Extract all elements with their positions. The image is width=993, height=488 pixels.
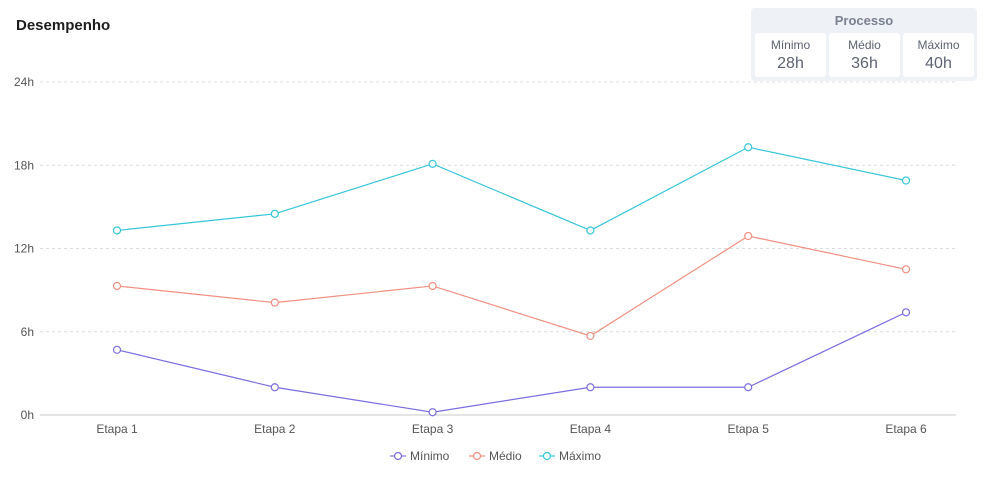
- y-axis-ticks: 0h 6h 12h 18h 24h: [14, 75, 34, 422]
- x-tick-label: Etapa 3: [412, 422, 454, 436]
- y-tick-label: 24h: [14, 75, 34, 89]
- stat-label: Máximo: [917, 38, 960, 52]
- legend-marker: [393, 451, 403, 461]
- legend-label: Mínimo: [410, 449, 450, 463]
- data-point: [901, 308, 911, 317]
- y-tick-label: 18h: [14, 158, 34, 172]
- data-point: [428, 159, 437, 168]
- stat-value: 40h: [925, 55, 952, 72]
- legend-label: Máximo: [559, 449, 601, 463]
- stat-card-minimo: Mínimo 28h: [755, 33, 826, 77]
- x-axis-ticks: Etapa 1 Etapa 2 Etapa 3 Etapa 4 Etapa 5 Etapa…: [96, 422, 927, 436]
- y-tick-label: 0h: [21, 408, 34, 422]
- legend-marker: [472, 451, 482, 461]
- process-title: Processo: [834, 13, 894, 28]
- series-layer: [112, 143, 911, 417]
- data-point: [586, 331, 595, 341]
- data-point: [112, 226, 122, 235]
- data-point: [270, 209, 279, 218]
- data-point: [428, 408, 437, 417]
- series-minimo: [112, 308, 911, 417]
- data-point: [428, 281, 437, 291]
- data-point: [744, 231, 753, 241]
- data-point: [744, 383, 753, 392]
- data-point: [744, 143, 753, 152]
- series-line: [116, 235, 907, 337]
- y-tick-label: 12h: [14, 242, 34, 256]
- x-tick-label: Etapa 4: [570, 422, 612, 436]
- x-tick-label: Etapa 6: [885, 422, 927, 436]
- stat-card-medio: Médio 36h: [829, 33, 900, 77]
- x-tick-label: Etapa 1: [96, 422, 138, 436]
- legend-label: Médio: [489, 449, 522, 463]
- stat-label: Médio: [848, 38, 881, 52]
- x-tick-label: Etapa 2: [254, 422, 296, 436]
- stat-value: 36h: [851, 55, 878, 72]
- data-point: [270, 298, 279, 307]
- y-tick-label: 6h: [21, 325, 34, 339]
- series-line: [116, 311, 907, 413]
- data-point: [901, 176, 911, 185]
- chart-title: Desempenho: [16, 17, 111, 34]
- series-medio: [112, 231, 911, 341]
- legend-item[interactable]: Máximo: [539, 449, 601, 463]
- data-point: [270, 383, 279, 392]
- series-maximo: [112, 143, 911, 235]
- grid-lines: [40, 81, 956, 416]
- data-point: [586, 383, 595, 392]
- data-point: [901, 265, 911, 274]
- legend-item[interactable]: Médio: [469, 449, 522, 463]
- legend[interactable]: Mínimo Médio Máximo: [390, 449, 601, 463]
- legend-item[interactable]: Mínimo: [390, 449, 450, 463]
- stat-value: 28h: [777, 55, 804, 72]
- series-line: [116, 146, 907, 232]
- stat-card-maximo: Máximo 40h: [903, 33, 974, 77]
- data-point: [586, 226, 595, 235]
- x-tick-label: Etapa 5: [728, 422, 770, 436]
- stat-label: Mínimo: [770, 38, 811, 52]
- process-summary-panel: Processo Mínimo 28h Médio 36h Máximo 40h: [751, 8, 977, 81]
- data-point: [112, 345, 122, 354]
- data-point: [112, 281, 122, 291]
- legend-marker: [542, 451, 552, 461]
